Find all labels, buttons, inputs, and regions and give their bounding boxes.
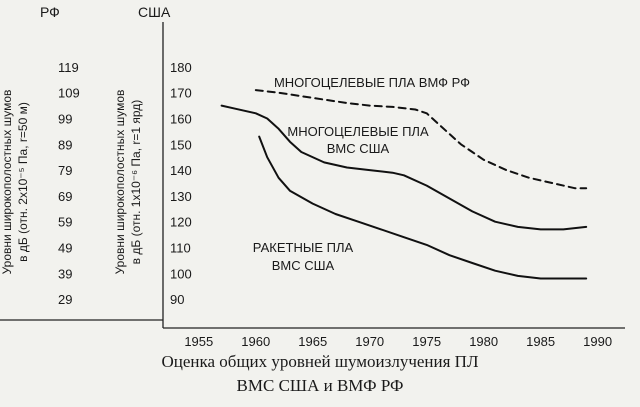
us-y-tick-label: 150: [170, 137, 192, 152]
us-tick-labels: 90 100 110 120 130 140 150 160 170 180: [170, 60, 192, 307]
x-tick-label: 1980: [469, 334, 498, 349]
caption-line1: Оценка общих уровней шумоизлучения ПЛ: [161, 352, 479, 371]
rf-tick-labels: 29 39 49 59 69 79 89 99 109 119: [58, 60, 80, 307]
rf-y-tick-label: 29: [58, 292, 72, 307]
rf-y-tick-label: 59: [58, 215, 72, 230]
annotation-us-missile-line1: РАКЕТНЫЕ ПЛА: [253, 240, 354, 255]
rf-y-tick-label: 49: [58, 241, 72, 256]
us-y-tick-label: 160: [170, 112, 192, 127]
series-line-3: [258, 135, 588, 280]
annotation-rf-multipurpose: МНОГОЦЕЛЕВЫЕ ПЛА ВМФ РФ: [274, 75, 470, 90]
rf-y-tick-label: 89: [58, 137, 72, 152]
us-y-tick-label: 120: [170, 215, 192, 230]
us-y-tick-label: 130: [170, 189, 192, 204]
rf-y-tick-label: 69: [58, 189, 72, 204]
us-y-tick-label: 140: [170, 163, 192, 178]
ylabel-rf-line2: в дБ (отн. 2x10⁻⁵ Па, r=50 м): [16, 102, 30, 262]
rf-y-tick-label: 99: [58, 112, 72, 127]
x-tick-label: 1960: [241, 334, 270, 349]
rf-y-tick-label: 79: [58, 163, 72, 178]
rf-y-tick-label: 109: [58, 86, 80, 101]
x-tick-label: 1955: [184, 334, 213, 349]
us-y-tick-label: 90: [170, 292, 184, 307]
rf-y-tick-label: 39: [58, 266, 72, 281]
x-tick-label: 1965: [298, 334, 327, 349]
ylabel-us-line1: Уровни широкополостных шумов: [113, 90, 127, 275]
annotation-us-multipurpose-line1: МНОГОЦЕЛЕВЫЕ ПЛА: [287, 124, 429, 139]
header-rf: РФ: [40, 4, 60, 20]
x-tick-labels: 1955 1960 1965 1970 1975 1980 1985 1990: [184, 334, 612, 349]
x-tick-label: 1990: [583, 334, 612, 349]
caption-line2: ВМС США и ВМФ РФ: [236, 376, 404, 395]
annotation-us-missile-line2: ВМС США: [272, 258, 335, 273]
ylabel-us-line2: в дБ (отн. 1x10⁻⁶ Па, r=1 ярд): [129, 100, 143, 265]
ylabel-us-group: Уровни широкополостных шумов в дБ (отн. …: [113, 90, 143, 275]
rf-y-tick-label: 119: [58, 60, 79, 75]
series-layer: [220, 89, 588, 280]
series-line-1: [254, 89, 588, 190]
series-line-2: [220, 104, 588, 231]
us-y-tick-label: 100: [170, 266, 192, 281]
us-y-tick-label: 180: [170, 60, 192, 75]
ylabel-rf-group: Уровни широкополостных шумов в дБ (отн. …: [0, 90, 30, 275]
us-y-tick-label: 110: [170, 241, 191, 256]
x-tick-label: 1985: [526, 334, 555, 349]
x-tick-label: 1970: [355, 334, 384, 349]
header-us: США: [138, 4, 171, 20]
annotation-us-multipurpose-line2: ВМС США: [327, 141, 390, 156]
us-y-tick-label: 170: [170, 86, 192, 101]
x-tick-label: 1975: [412, 334, 441, 349]
ylabel-rf-line1: Уровни широкополостных шумов: [0, 90, 14, 275]
